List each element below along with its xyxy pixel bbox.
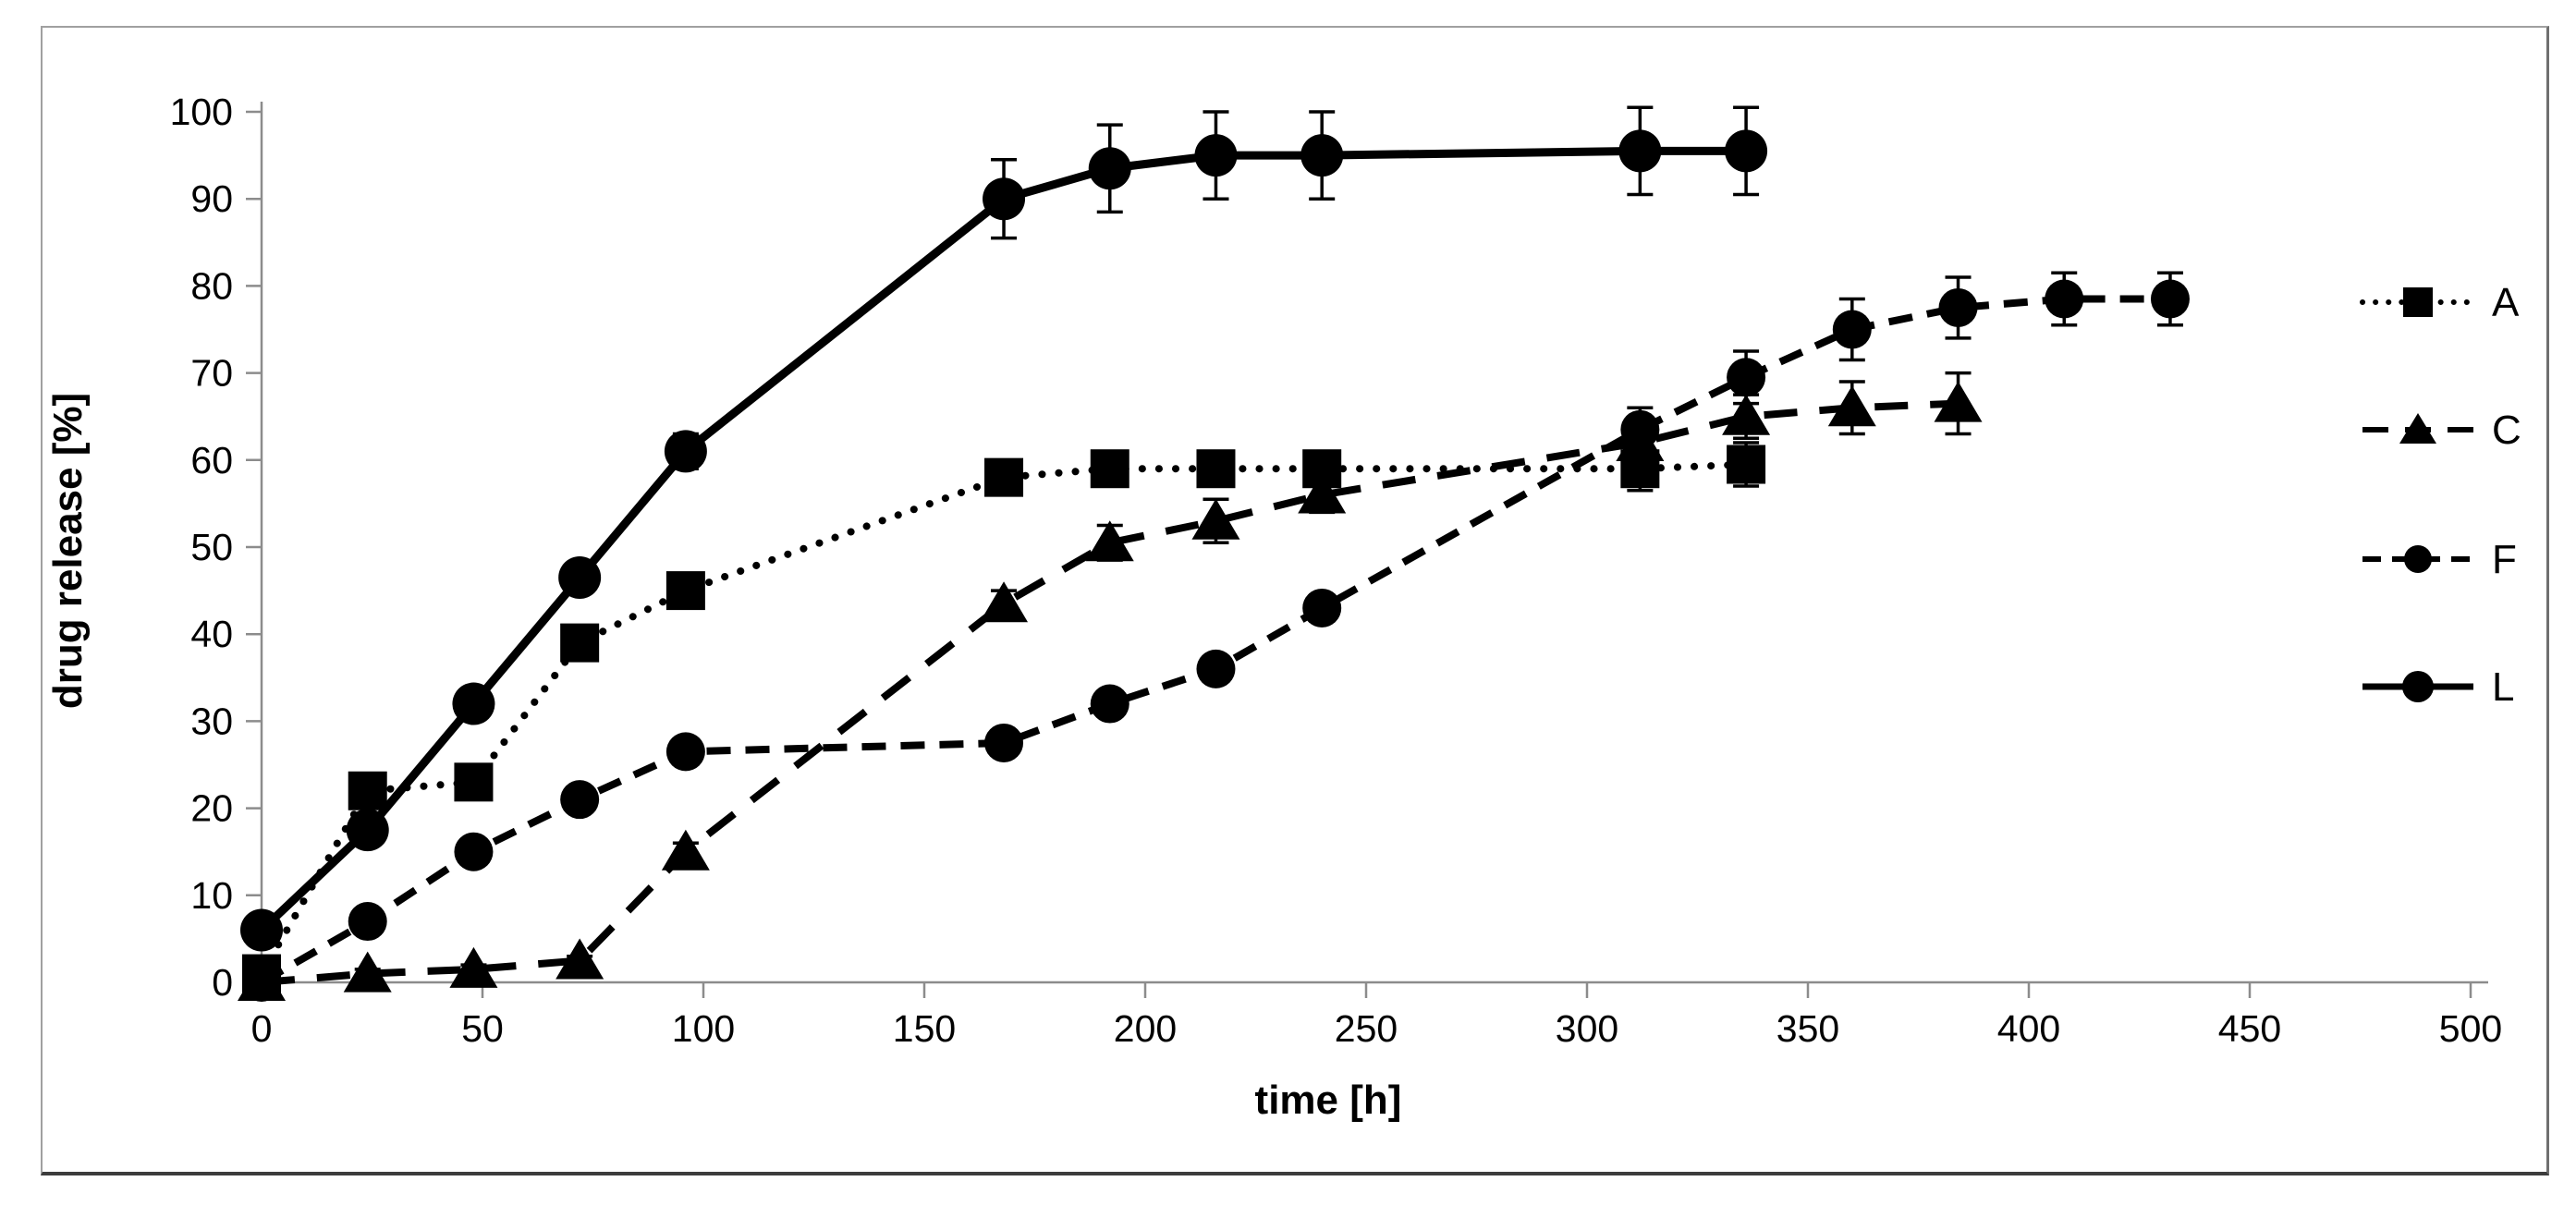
series-F-marker xyxy=(1832,310,1872,349)
series-A-marker xyxy=(1727,445,1766,484)
y-tick-label: 90 xyxy=(190,177,233,220)
series-F-marker xyxy=(1727,358,1766,397)
series-C-marker xyxy=(555,938,604,980)
y-axis-title: drug release [%] xyxy=(45,392,91,710)
series-F-marker xyxy=(348,902,387,942)
series-A-line xyxy=(258,460,1751,978)
x-tick-label: 300 xyxy=(1556,1007,1618,1050)
legend-marker-C xyxy=(2399,413,2436,444)
legend-marker-F xyxy=(2404,545,2432,573)
x-tick-label: 150 xyxy=(893,1007,956,1050)
series-C-marker xyxy=(1298,472,1347,514)
x-tick-label: 50 xyxy=(461,1007,504,1050)
series-F-marker xyxy=(2150,279,2190,319)
series-F-marker xyxy=(1620,409,1660,449)
y-tick-label: 0 xyxy=(212,961,233,1004)
legend-marker-A xyxy=(2403,287,2433,317)
y-tick-label: 80 xyxy=(190,264,233,307)
series-C-marker xyxy=(343,951,392,993)
series-L-marker xyxy=(983,177,1026,221)
series-C-marker xyxy=(1722,394,1771,435)
series-L-marker xyxy=(1300,134,1344,177)
y-tick-label: 10 xyxy=(190,874,233,917)
series-C-marker xyxy=(1191,498,1240,540)
y-tick-label: 70 xyxy=(190,352,233,395)
x-tick-label: 250 xyxy=(1335,1007,1398,1050)
legend-label-A: A xyxy=(2492,280,2520,325)
series-C-marker xyxy=(1085,520,1134,562)
series-L-line xyxy=(258,146,1747,933)
y-tick-label: 50 xyxy=(190,526,233,568)
series-L-marker xyxy=(1088,147,1131,190)
y-tick-label: 100 xyxy=(170,91,233,133)
legend-label-L: L xyxy=(2492,664,2514,710)
series-F-marker xyxy=(1938,287,1978,327)
series-C-marker xyxy=(1934,381,1983,422)
series-L-marker xyxy=(664,430,707,473)
series-F-marker xyxy=(1090,684,1129,724)
y-tick-label: 30 xyxy=(190,700,233,742)
x-tick-label: 450 xyxy=(2218,1007,2281,1050)
series-A-marker xyxy=(348,771,387,810)
series-A-marker xyxy=(984,457,1024,497)
series-A-marker xyxy=(1090,449,1129,489)
series-L-marker xyxy=(558,555,602,599)
legend-label-F: F xyxy=(2492,537,2517,582)
series-C-marker xyxy=(980,581,1029,623)
series-A-marker xyxy=(1196,449,1236,489)
series-C-marker xyxy=(661,829,710,871)
y-tick-label: 20 xyxy=(190,787,233,830)
series-F-marker xyxy=(665,732,705,772)
series-L-marker xyxy=(1194,134,1238,177)
x-tick-label: 100 xyxy=(672,1007,735,1050)
series-F-marker xyxy=(1196,649,1236,688)
series-L-marker xyxy=(240,908,283,952)
x-axis-title: time [h] xyxy=(1254,1078,1402,1123)
x-tick-label: 500 xyxy=(2439,1007,2502,1050)
y-tick-label: 40 xyxy=(190,613,233,655)
series-F-line xyxy=(260,295,2170,986)
series-F-marker xyxy=(242,963,281,1002)
series-F-marker xyxy=(1302,588,1342,627)
series-L-marker xyxy=(346,809,389,852)
series-F-marker xyxy=(2045,279,2084,319)
series-F-marker xyxy=(560,780,600,820)
x-tick-label: 400 xyxy=(1997,1007,2060,1050)
x-tick-label: 200 xyxy=(1114,1007,1177,1050)
legend-marker-L xyxy=(2402,671,2434,702)
series-C-marker xyxy=(1827,385,1876,427)
series-L-marker xyxy=(1618,129,1662,173)
legend-label-C: C xyxy=(2492,408,2521,453)
x-tick-label: 350 xyxy=(1776,1007,1839,1050)
x-tick-label: 0 xyxy=(251,1007,273,1050)
series-A-marker xyxy=(454,762,494,802)
series-F-marker xyxy=(454,832,494,871)
series-C-marker xyxy=(449,946,498,988)
series-L-marker xyxy=(1725,129,1768,173)
series-L-marker xyxy=(452,682,495,725)
series-A-marker xyxy=(665,571,705,611)
y-tick-label: 60 xyxy=(190,439,233,481)
series-A-marker xyxy=(560,623,600,663)
series-F-marker xyxy=(984,723,1024,762)
